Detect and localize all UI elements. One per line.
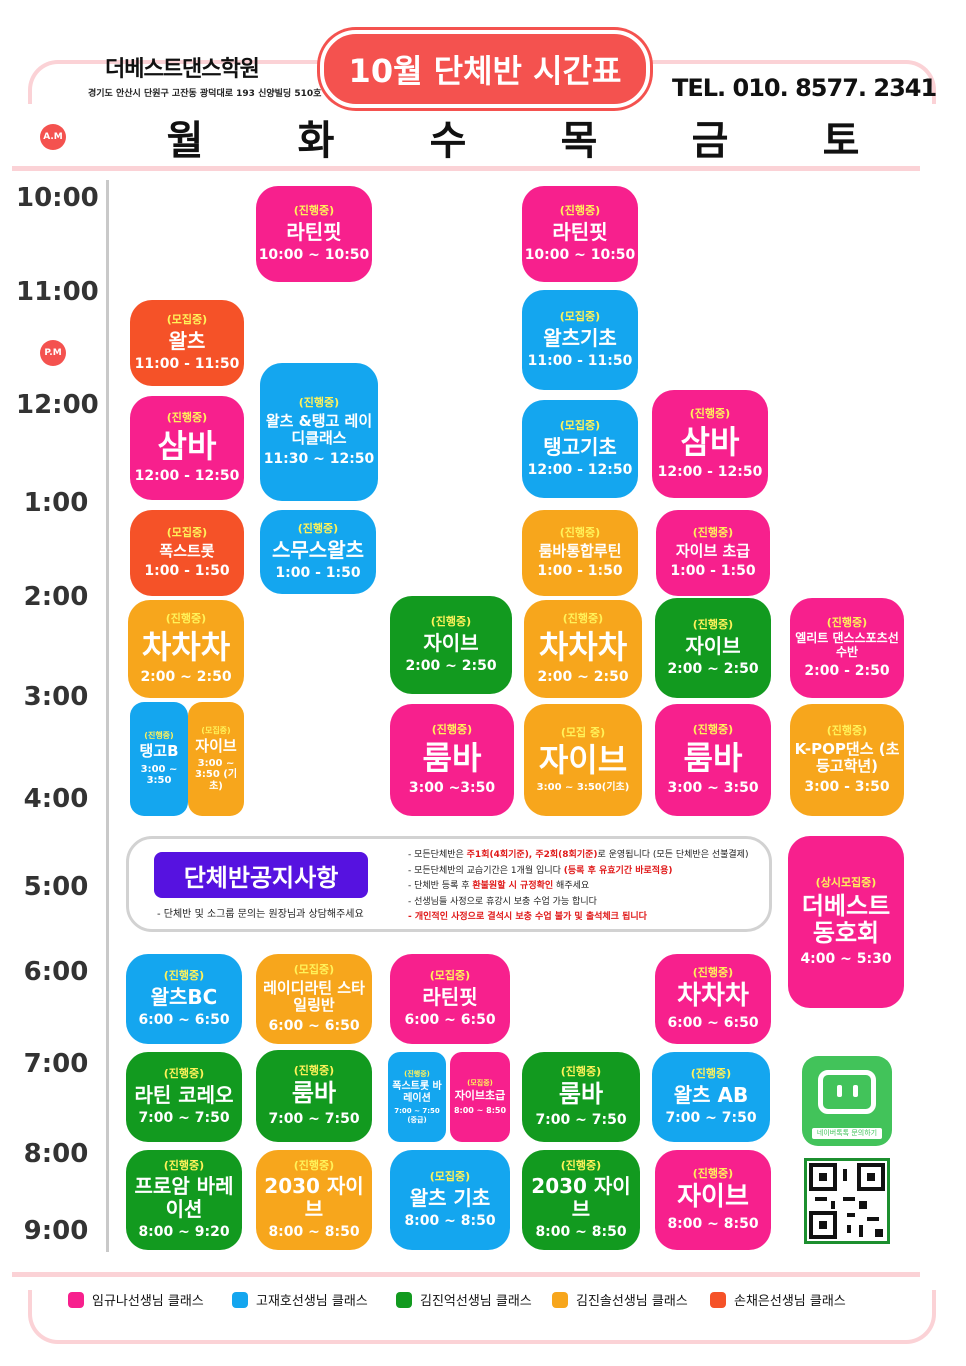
class-box: (모집중) 라틴핏 6:00 ~ 6:50	[390, 954, 510, 1044]
class-box: (진행중) 차차차 6:00 ~ 6:50	[655, 954, 771, 1044]
academy-name: 더베스트댄스학원	[105, 57, 260, 82]
time-label: 11:00	[16, 277, 99, 307]
class-box: (모집중) 왈츠기초 11:00 - 11:50	[522, 290, 638, 390]
notice-list: - 모든단체반은 주1회(4회기준), 주2회(8회기준)로 운영됩니다 (모든…	[408, 848, 748, 926]
class-box: (진행중) 2030 자이브 8:00 ~ 8:50	[522, 1150, 640, 1250]
class-box: (진행중) 왈츠 &탱고 레이디클래스 11:30 ~ 12:50	[260, 363, 378, 501]
class-box: (모집중) 자이브초급 8:00 ~ 8:50	[450, 1052, 510, 1142]
class-box: (진행중) 엘리트 댄스스포츠선수반 2:00 - 2:50	[790, 598, 904, 698]
time-label: 2:00	[23, 582, 89, 612]
legend-item: 김진솔선생님 클래스	[552, 1290, 688, 1309]
day-tue: 화	[297, 118, 335, 164]
legend-item: 고재호선생님 클래스	[232, 1290, 368, 1309]
class-box: (진행중) 2030 자이브 8:00 ~ 8:50	[256, 1150, 372, 1250]
class-box: (모집중) 자이브 3:00 ~ 3:50 (기초)	[188, 702, 244, 816]
class-box: (모집중) 폭스트롯 1:00 - 1:50	[130, 510, 244, 596]
notice-subtitle: - 단체반 및 소그룹 문의는 원장님과 상담해주세요	[157, 909, 364, 920]
class-box: (진행중) 룸바통합루틴 1:00 - 1:50	[522, 510, 638, 596]
class-box: (진행중) K-POP댄스 (초등고학년) 3:00 - 3:50	[790, 704, 904, 816]
am-badge: A.M	[40, 124, 66, 150]
footer-frame	[28, 1290, 936, 1344]
class-box: (모집중) 왈츠 11:00 - 11:50	[130, 300, 244, 386]
time-label: 5:00	[23, 872, 89, 902]
class-box: (진행중) 룸바 3:00 ~ 3:50	[655, 704, 771, 816]
chat-label: 네이버톡톡 문의하기	[812, 1128, 882, 1139]
class-box: (진행중) 라틴핏 10:00 ~ 10:50	[522, 186, 638, 282]
class-box: (진행중) 라틴 코레오 7:00 ~ 7:50	[126, 1052, 242, 1142]
class-box: (모집 중) 자이브 3:00 ~ 3:50(기초)	[524, 704, 642, 816]
legend-item: 김진억선생님 클래스	[396, 1290, 532, 1309]
time-label: 7:00	[23, 1049, 89, 1079]
academy-address: 경기도 안산시 단원구 고잔동 광덕대로 193 신양빌딩 510호	[88, 89, 322, 99]
class-box: (진행중) 차차차 2:00 ~ 2:50	[524, 600, 642, 698]
notice-title: 단체반공지사항	[154, 852, 368, 898]
footer-divider	[12, 1272, 920, 1277]
legend-item: 임규나선생님 클래스	[68, 1290, 204, 1309]
time-label: 10:00	[16, 183, 99, 213]
class-box: (상시모집중) 더베스트 동호회 4:00 ~ 5:30	[788, 836, 904, 1008]
class-box: (진행중) 왈츠BC 6:00 ~ 6:50	[126, 954, 242, 1044]
time-label: 8:00	[23, 1139, 89, 1169]
time-label: 1:00	[23, 488, 89, 518]
class-box: (진행중) 자이브 2:00 ~ 2:50	[390, 596, 512, 694]
notice-panel	[126, 836, 772, 932]
pm-badge: P.M	[40, 340, 66, 366]
class-box: (모집중) 레이디라틴 스타일링반 6:00 ~ 6:50	[256, 954, 372, 1044]
chat-bubble-icon	[818, 1070, 876, 1114]
time-label: 6:00	[23, 957, 89, 987]
time-label: 4:00	[23, 784, 89, 814]
class-box: (진행중) 룸바 7:00 ~ 7:50	[256, 1050, 372, 1142]
page-title: 10월 단체반 시간표	[320, 30, 650, 108]
class-box: (진행중) 삼바 12:00 - 12:50	[652, 390, 768, 498]
day-fri: 금	[691, 118, 729, 164]
time-label: 3:00	[23, 682, 89, 712]
legend-swatch	[710, 1291, 726, 1308]
legend-swatch	[232, 1291, 248, 1308]
header-divider	[12, 166, 920, 171]
class-box: (진행중) 룸바 3:00 ~3:50	[390, 704, 514, 816]
class-box: (진행중) 라틴핏 10:00 ~ 10:50	[256, 186, 372, 282]
day-mon: 월	[166, 118, 204, 164]
legend-swatch	[552, 1291, 568, 1308]
class-box: (진행중) 자이브 8:00 ~ 8:50	[655, 1150, 771, 1250]
class-box: (진행중) 프로암 바레이션 8:00 ~ 9:20	[126, 1150, 242, 1250]
legend-swatch	[68, 1291, 84, 1308]
notice-line: - 단체반 등록 후 환불원할 시 규정확인 해주세요	[408, 881, 590, 891]
class-box: (진행중) 차차차 2:00 ~ 2:50	[128, 600, 244, 698]
class-box: (모집중) 탱고기초 12:00 - 12:50	[522, 400, 638, 498]
class-box: (진행중) 룸바 7:00 ~ 7:50	[522, 1052, 640, 1142]
day-sat: 토	[822, 118, 860, 164]
day-thu: 목	[560, 118, 598, 164]
class-box: (진행중) 탱고B 3:00 ~ 3:50	[130, 702, 188, 816]
qr-code-icon[interactable]	[804, 1158, 890, 1244]
notice-line: - 선생님들 사정으로 휴강시 보충 수업 가능 합니다	[408, 896, 597, 907]
class-box: (진행중) 왈츠 AB 7:00 ~ 7:50	[652, 1052, 770, 1142]
legend-item: 손채은선생님 클래스	[710, 1290, 846, 1309]
notice-line: - 모든단체반은 주1회(4회기준), 주2회(8회기준)로 운영됩니다 (모든…	[408, 850, 749, 860]
time-label: 12:00	[16, 390, 99, 420]
class-box: (진행중) 폭스트롯 바레이션 7:00 ~ 7:50 (중급)	[388, 1052, 446, 1142]
time-label: 9:00	[23, 1216, 89, 1246]
class-box: (진행중) 삼바 12:00 - 12:50	[130, 396, 244, 500]
notice-line: - 모든단체반의 교습기간은 1개월 입니다 (등록 후 유효기간 바로적용)	[408, 865, 673, 876]
legend-swatch	[396, 1291, 412, 1308]
class-box: (모집중) 왈츠 기초 8:00 ~ 8:50	[390, 1150, 510, 1250]
time-axis-line	[106, 180, 109, 1252]
class-box: (진행중) 자이브 2:00 ~ 2:50	[655, 598, 771, 698]
class-box: (진행중) 자이브 초급 1:00 - 1:50	[656, 510, 770, 596]
class-box: (진행중) 스무스왈츠 1:00 - 1:50	[260, 510, 376, 594]
day-wed: 수	[429, 118, 467, 164]
phone-number: TEL. 010. 8577. 2341	[672, 74, 937, 102]
notice-line: - 개인적인 사정으로 결석시 보충 수업 불가 및 출석체크 됩니다	[408, 912, 647, 922]
